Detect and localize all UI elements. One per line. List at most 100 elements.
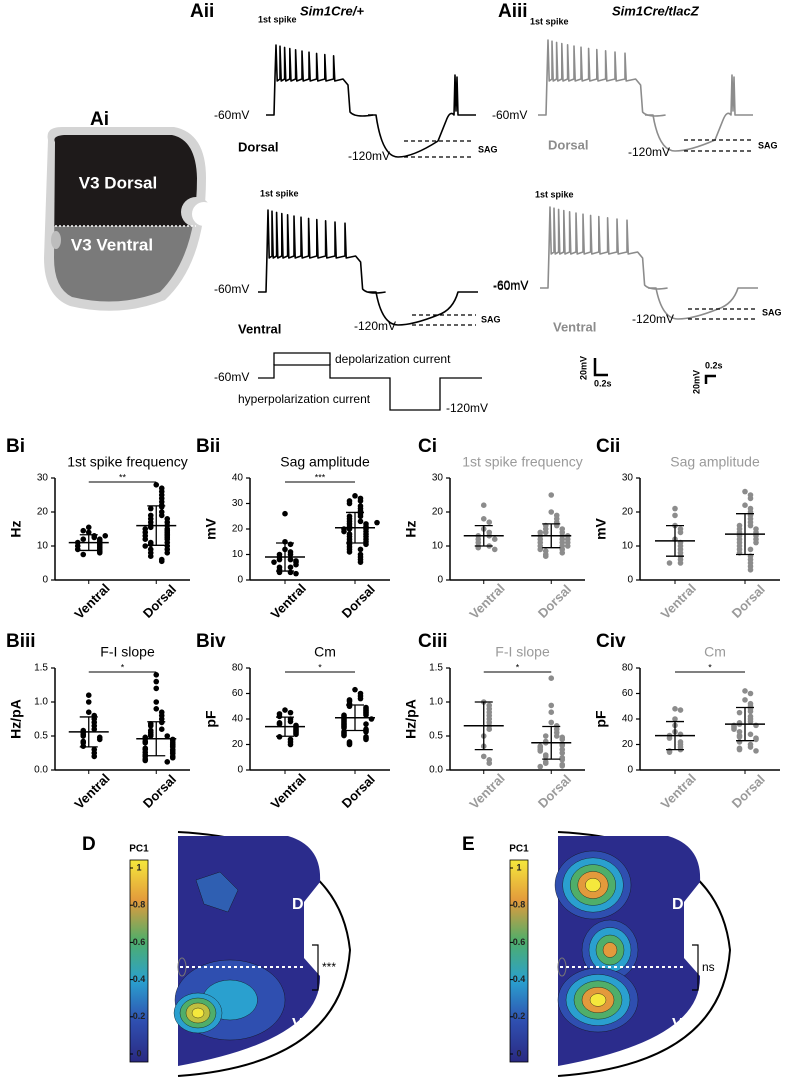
data-point [80,733,87,739]
panel-label: E [462,834,475,855]
trace-hyper [368,291,478,326]
data-point [80,551,87,558]
voltage-trace [258,209,478,326]
y-tick-label: 10 [622,541,634,552]
colorbar [509,859,529,1063]
data-point [480,502,487,509]
region-label: Ventral [553,319,596,334]
colorbar-tick-label: 0.6 [133,937,146,947]
data-point [287,569,294,576]
y-axis-label: mV [593,517,609,539]
trace-label: hyperpolarization current [238,392,371,406]
data-point [747,731,754,738]
data-point [747,690,754,697]
data-point [753,539,759,546]
data-point [276,556,283,563]
data-point [559,550,566,556]
sd-bar [736,513,754,556]
y-axis-label: Hz/pA [8,699,24,739]
data-point [85,524,92,531]
data-point [559,736,566,743]
panel-label: Bii [196,436,220,457]
colorbar-tick-label: 0.8 [513,900,526,910]
panel-label: Aiii [498,1,528,22]
data-point [169,754,176,761]
data-point [287,556,294,563]
data-point [96,736,103,743]
trace-label: -60mV [214,108,249,122]
data-point [346,500,353,507]
sd-bar [147,721,166,757]
data-point [158,558,165,565]
data-point [287,541,294,548]
scale-label: 0.2s [594,378,612,388]
data-point [85,709,92,715]
panel-label: Cii [596,436,620,457]
data-point [363,728,369,735]
data-point [486,726,493,732]
y-tick-label: 0.0 [34,765,48,776]
data-point [742,688,748,694]
trace-hyper [648,287,758,320]
region-label: V [292,1016,303,1033]
trace-label: -120mV [628,145,670,159]
y-tick-label: 10 [432,541,444,552]
data-point [486,760,493,766]
data-point [142,740,149,746]
colorbar-tick-label: 0.6 [513,937,526,947]
data-point [357,498,364,504]
data-point [91,726,98,732]
y-tick-label: 40 [232,714,244,725]
y-tick-label: 30 [622,473,634,484]
data-point [747,495,754,502]
data-point [341,528,347,535]
data-point [742,488,748,495]
data-point [559,742,566,749]
y-tick-label: 20 [37,507,49,518]
data-point [486,519,493,525]
data-point [293,570,299,577]
colorbar-title: PC1 [129,844,149,855]
sd-bar [666,524,684,557]
y-axis-label: pF [593,710,609,728]
data-point [363,541,369,548]
data-point [747,522,754,529]
data-point [736,709,743,716]
x-tick-label: Dorsal [140,582,179,621]
data-point [672,505,678,512]
data-point [147,723,154,729]
data-point [666,749,673,755]
data-point [677,529,684,536]
data-point [153,672,160,678]
data-point [85,692,92,698]
significance: * [121,662,125,672]
data-point [742,697,748,703]
trace-hyper [645,74,753,152]
data-point [747,546,754,553]
data-point [142,543,149,549]
x-tick-label: Ventral [466,581,507,622]
trace-label: -120mV [354,319,396,333]
trace-label: -60mV [214,370,249,384]
significance: ** [119,472,127,482]
data-point [677,560,684,566]
data-point [357,559,364,565]
y-tick-label: 0 [237,575,243,586]
data-point [158,719,165,726]
diagram-label: V3 Dorsal [79,173,157,192]
y-tick-label: 1.5 [429,663,443,674]
data-point [96,550,103,556]
colorbar-tick-label: 0.2 [513,1011,526,1021]
panel-label: Aii [190,1,214,22]
data-point [352,493,358,499]
x-tick-label: Dorsal [729,582,768,621]
y-tick-label: 0 [437,575,443,586]
data-point [559,763,566,769]
data-point [147,553,154,559]
significance: ns [702,960,715,974]
data-point [357,695,364,702]
region-label: D [292,896,304,913]
sd-bar [346,511,364,544]
data-point [282,707,288,713]
data-point [91,753,98,760]
